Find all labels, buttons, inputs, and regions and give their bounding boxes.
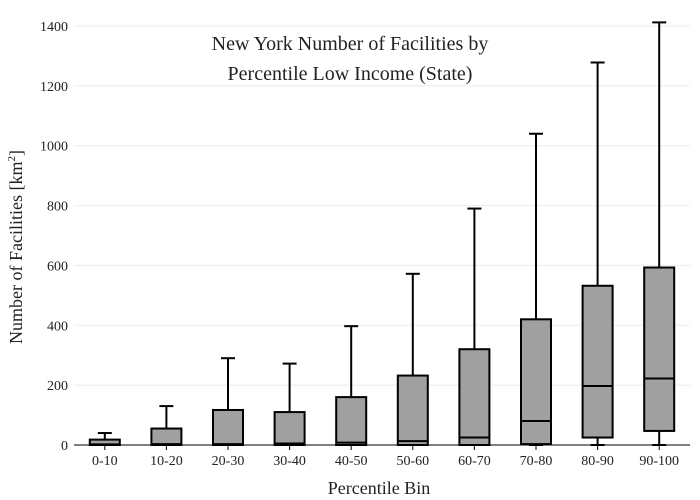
x-tick-label: 30-40 <box>273 454 306 469</box>
box-50-60 <box>396 272 429 447</box>
y-axis-title: Number of Facilities [km2] <box>6 150 26 344</box>
box-20-30 <box>212 357 244 446</box>
iqr-box <box>581 284 614 439</box>
iqr-box <box>335 396 368 446</box>
y-tick-label: 1200 <box>40 80 68 95</box>
x-axis-title: Percentile Bin <box>328 478 430 498</box>
x-tick-label: 80-90 <box>581 454 614 469</box>
x-axis-tick-labels: 0-10 10-20 20-30 30-40 40-50 50-60 60-70 70-80 8… <box>92 445 679 469</box>
y-axis-title-superscript: 2 <box>6 156 18 162</box>
x-tick-label: 70-80 <box>520 454 553 469</box>
iqr-box <box>396 374 429 447</box>
box-60-70 <box>458 207 491 446</box>
y-axis-title-main: Number of Facilities [km <box>6 162 26 344</box>
box-90-100 <box>643 21 676 446</box>
y-tick-label: 0 <box>61 439 68 454</box>
y-axis-tick-labels: 0 200 400 600 800 1000 1200 1400 <box>40 20 68 454</box>
y-tick-label: 400 <box>47 319 68 334</box>
chart-title-line-2: Percentile Low Income (State) <box>228 63 473 85</box>
y-axis-title-close: ] <box>6 150 26 156</box>
y-tick-label: 200 <box>47 379 68 394</box>
grid-lines <box>74 25 690 386</box>
x-tick-label: 40-50 <box>335 454 368 469</box>
iqr-box <box>150 427 183 446</box>
y-tick-label: 1000 <box>40 140 68 155</box>
iqr-box <box>520 318 552 446</box>
box-0-10 <box>88 432 121 446</box>
chart-title-line-1: New York Number of Facilities by <box>212 33 489 55</box>
box-80-90 <box>581 61 614 446</box>
y-tick-label: 800 <box>47 200 68 215</box>
x-tick-label: 50-60 <box>396 454 429 469</box>
x-tick-label: 0-10 <box>92 454 118 469</box>
box-70-80 <box>520 132 552 446</box>
box-30-40 <box>273 362 306 446</box>
iqr-box <box>273 411 306 446</box>
x-tick-label: 20-30 <box>212 454 245 469</box>
iqr-box <box>643 266 676 432</box>
x-tick-label: 90-100 <box>639 454 679 469</box>
y-tick-label: 600 <box>47 259 68 274</box>
iqr-box <box>458 348 491 446</box>
y-tick-label: 1400 <box>40 20 68 35</box>
x-tick-label: 60-70 <box>458 454 491 469</box>
box-10-20 <box>150 405 183 446</box>
iqr-box <box>212 408 244 446</box>
x-tick-label: 10-20 <box>150 454 183 469</box>
